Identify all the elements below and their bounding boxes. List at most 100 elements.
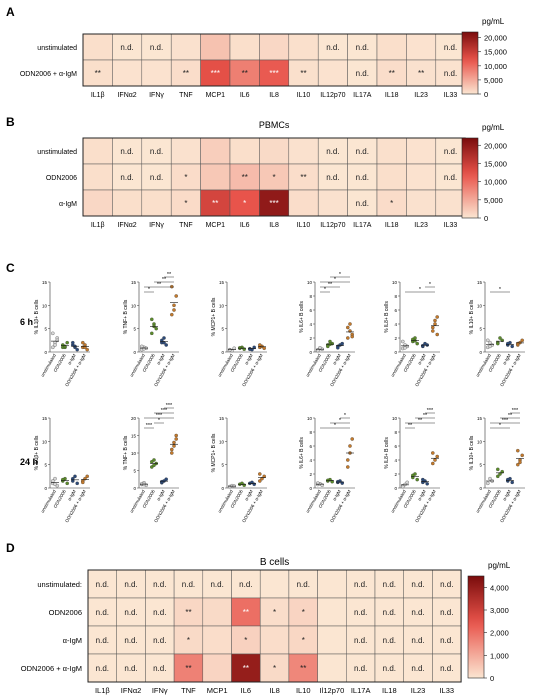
scatter-point	[488, 476, 492, 481]
scatter-x-tick-label: α-IgM	[67, 353, 77, 366]
heatmap-cell	[406, 33, 437, 61]
heatmap-cell-annotation: **	[300, 664, 306, 673]
heatmap-cell-annotation: n.d.	[210, 580, 223, 589]
scatter-y-tick-label: 6	[309, 308, 312, 313]
heatmap-column-label: IL6	[241, 686, 251, 695]
scatter-y-tick-label: 15	[42, 416, 48, 421]
scatter-point	[496, 341, 500, 346]
heatmap-cell	[259, 569, 290, 599]
scatter-y-tick-label: 0	[309, 486, 312, 491]
heatmap-cell-annotation: ***	[211, 69, 220, 78]
scatter-x-tick-label: α-IgM	[502, 353, 512, 366]
heatmap-cell	[112, 59, 143, 87]
heatmap-cell-annotation: **	[185, 664, 191, 673]
heatmap-column-label: IL8	[269, 686, 279, 695]
heatmap-cell-annotation: n.d.	[297, 580, 310, 589]
scatter-point	[248, 347, 252, 351]
heatmap-column-label: IL18	[382, 686, 397, 695]
scatter-point	[174, 437, 178, 441]
scatter-y-tick-label: 0	[394, 350, 397, 355]
heatmap-cell-annotation: *	[244, 636, 247, 645]
heatmap-frame	[87, 569, 462, 683]
heatmap-cell	[170, 189, 201, 217]
scatter-y-axis-label: % IL6+ B cells	[299, 437, 305, 469]
heatmap-cell-annotation: **	[242, 69, 248, 78]
heatmap-cell	[432, 569, 462, 599]
scatter-point	[425, 482, 429, 486]
heatmap-cell-annotation: n.d.	[440, 664, 453, 673]
heatmap-cell-annotation: n.d.	[356, 147, 369, 156]
heatmap-cell-annotation: n.d.	[124, 608, 137, 617]
scatter-y-axis-label: % IL10+ B cells	[469, 299, 475, 334]
scatter-y-tick-label: 6	[394, 444, 397, 449]
panel-letter: B	[6, 115, 15, 129]
scatter-y-tick-label: 10	[307, 416, 313, 421]
heatmap-column-label: IL17A	[353, 92, 372, 99]
scatter-y-tick-label: 4	[309, 322, 312, 327]
scatter-y-tick-label: 5	[133, 469, 136, 474]
heatmap-cell	[376, 59, 407, 87]
scatter-point	[486, 338, 490, 343]
heatmap-cell	[170, 137, 201, 165]
heatmap-cell-annotation: *	[184, 173, 187, 182]
heatmap-row-label: ODN2006 + α-IgM	[20, 71, 77, 78]
colorbar-tick-label: 0	[490, 674, 494, 683]
heatmap-cell-annotation: n.d.	[444, 69, 457, 78]
scatter-point	[431, 325, 435, 330]
scatter-y-tick-label: 2	[394, 336, 397, 341]
heatmap-cell	[141, 189, 172, 217]
heatmap-cell	[346, 625, 376, 655]
heatmap-cell-annotation: n.d.	[356, 173, 369, 182]
heatmap-cell	[141, 59, 172, 87]
heatmap-column-label: IL8	[269, 92, 279, 99]
scatter-y-tick-label: 0	[44, 486, 47, 491]
heatmap-cell-annotation: n.d.	[354, 636, 367, 645]
scatter-point	[401, 339, 405, 344]
heatmap-column-label: IL10	[297, 92, 311, 99]
scatter-point	[75, 347, 79, 352]
heatmap-column-label: IL6	[240, 222, 250, 229]
heatmap-cell	[406, 189, 437, 217]
colorbar-tick-label: 4,000	[490, 583, 509, 592]
scatter-point	[75, 481, 79, 486]
scatter-point	[510, 480, 514, 485]
heatmap-cell-annotation: n.d.	[96, 580, 109, 589]
heatmap-cell	[347, 137, 378, 165]
heatmap-column-label: IFNγ	[149, 222, 164, 229]
heatmap-cell	[317, 569, 347, 599]
significance-label: *	[419, 287, 422, 293]
scatter-point	[415, 341, 419, 346]
scatter-x-tick-label: α-IgM	[417, 489, 427, 502]
time-row-label: 24 h	[20, 457, 38, 467]
scatter-point	[336, 479, 340, 484]
scatter-point	[488, 344, 492, 349]
scatter-y-tick-label: 0	[479, 350, 482, 355]
heatmap-cell	[116, 653, 146, 683]
heatmap-cell	[435, 189, 466, 217]
heatmap-cell-annotation: **	[185, 608, 191, 617]
significance-label: *	[324, 287, 327, 293]
significance-label: ***	[156, 413, 163, 419]
scatter-x-tick-label: ODN2006 + α-IgM	[153, 489, 176, 524]
heatmap-cell-annotation: n.d.	[354, 580, 367, 589]
heatmap-cell-annotation: n.d.	[153, 664, 166, 673]
colorbar-unit: pg/mL	[488, 561, 511, 570]
significance-label: **	[162, 277, 167, 283]
heatmap-cell-annotation: n.d.	[96, 664, 109, 673]
significance-label: ***	[166, 403, 173, 409]
scatter-point	[433, 458, 437, 462]
scatter-y-tick-label: 15	[477, 416, 483, 421]
heatmap-cell-annotation: n.d.	[356, 43, 369, 52]
heatmap-cell	[317, 653, 347, 683]
scatter-point	[421, 477, 425, 482]
scatter-point	[65, 340, 69, 345]
heatmap-cell-annotation: n.d.	[440, 580, 453, 589]
scatter-y-tick-label: 8	[394, 294, 397, 299]
heatmap-cell-annotation: **	[243, 608, 249, 617]
scatter-y-tick-label: 5	[221, 327, 224, 332]
scatter-point	[174, 294, 178, 298]
scatter-y-tick-label: 5	[479, 463, 482, 468]
heatmap-cell	[112, 163, 143, 191]
scatter-point	[53, 482, 57, 487]
scatter-point	[53, 343, 57, 347]
